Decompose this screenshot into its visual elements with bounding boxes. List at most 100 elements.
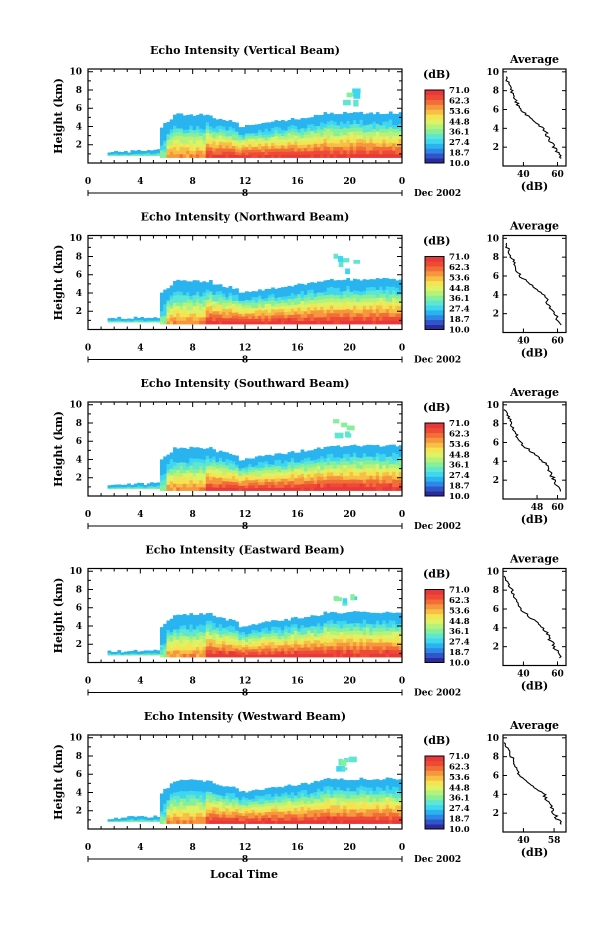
echo-cell	[336, 150, 341, 155]
echo-cell	[366, 135, 370, 140]
echo-cell	[369, 482, 373, 488]
echo-cell	[228, 644, 233, 648]
echo-cell	[261, 628, 266, 632]
echo-cell	[235, 478, 239, 483]
echo-cell	[192, 298, 197, 303]
echo-cell	[333, 453, 337, 458]
echo-cell	[277, 484, 282, 488]
echo-cell	[238, 483, 243, 486]
echo-cell	[372, 482, 377, 488]
echo-cell	[352, 622, 357, 627]
panel-title: Echo Intensity (Eastward Beam)	[145, 544, 344, 557]
echo-cell	[290, 147, 295, 152]
echo-cell	[261, 146, 266, 150]
echo-cell	[264, 642, 269, 646]
echo-cell	[388, 142, 393, 147]
echo-cell	[258, 645, 262, 650]
echo-cell	[274, 487, 279, 491]
echo-cell	[382, 320, 387, 325]
echo-cell	[254, 149, 259, 153]
echo-cell	[379, 620, 383, 625]
echo-cell	[163, 632, 167, 636]
echo-cell	[307, 630, 311, 635]
echo-cell	[192, 618, 197, 623]
echo-cell	[333, 627, 337, 632]
echo-cell	[117, 484, 122, 486]
echo-cell	[290, 144, 295, 149]
echo-cell	[359, 291, 364, 296]
echo-cell	[362, 294, 367, 299]
echo-cell	[323, 479, 328, 484]
echo-cell	[385, 611, 390, 616]
echo-cell	[366, 153, 370, 158]
echo-cell	[228, 298, 233, 303]
echo-cell	[251, 307, 256, 311]
echo-cell	[205, 455, 210, 460]
echo-cell	[254, 654, 259, 658]
echo-cell	[140, 319, 144, 320]
echo-cell	[359, 468, 364, 473]
echo-cell	[343, 623, 347, 629]
echo-cell	[313, 317, 318, 321]
echo-cell	[225, 653, 230, 658]
colorbar-swatch	[425, 295, 444, 301]
echo-cell	[173, 454, 177, 459]
echo-cell	[258, 300, 262, 305]
echo-cell	[159, 140, 164, 143]
echo-cell	[146, 487, 151, 489]
echo-cell	[346, 135, 351, 140]
echo-cell	[195, 150, 200, 155]
echo-cell	[398, 316, 403, 321]
echo-cell	[209, 631, 213, 636]
echo-cell	[245, 482, 249, 486]
echo-cell	[316, 285, 321, 289]
echo-cell	[343, 649, 347, 654]
echo-cell	[290, 457, 295, 462]
echo-cell	[290, 127, 295, 132]
echo-cell	[189, 468, 194, 473]
echo-cell	[336, 283, 341, 288]
echo-cell	[280, 320, 285, 325]
echo-cell	[209, 320, 213, 325]
echo-cell	[271, 136, 275, 140]
echo-cell	[159, 295, 164, 299]
echo-cell	[238, 485, 243, 489]
echo-cell	[330, 649, 334, 654]
echo-cell	[251, 143, 256, 148]
profile-title: Average	[509, 386, 559, 399]
echo-cell	[245, 143, 249, 148]
echo-cell	[195, 121, 200, 126]
echo-cell	[192, 643, 197, 647]
echo-cell	[388, 616, 393, 621]
echo-cell	[392, 312, 396, 317]
echo-cell	[163, 648, 167, 652]
echo-cell	[339, 468, 344, 473]
y-tick-label: 4	[76, 122, 82, 132]
echo-cell	[267, 291, 272, 296]
echo-cell	[215, 151, 220, 155]
echo-cell	[284, 618, 288, 623]
echo-cell	[153, 483, 158, 485]
echo-cell	[186, 615, 190, 620]
echo-cell	[166, 124, 171, 129]
echo-cell	[313, 622, 318, 627]
echo-cell	[294, 650, 298, 655]
echo-cell	[323, 634, 328, 639]
echo-cell	[303, 647, 308, 651]
echo-cell	[153, 318, 158, 320]
echo-cell	[343, 279, 347, 284]
echo-cell	[261, 642, 266, 646]
echo-cell	[140, 488, 144, 490]
echo-cell	[343, 130, 347, 136]
echo-cell	[261, 470, 266, 474]
echo-cell	[290, 311, 295, 316]
y-axis-label: Height (km)	[52, 411, 65, 487]
profile-y-tick-label: 4	[493, 624, 499, 634]
echo-cell	[133, 652, 138, 654]
colorbar-swatch	[425, 324, 444, 330]
echo-cell	[258, 648, 262, 652]
echo-cell	[333, 630, 337, 635]
echo-cell	[264, 148, 269, 153]
echo-cell	[202, 632, 207, 637]
echo-cell	[323, 622, 328, 628]
